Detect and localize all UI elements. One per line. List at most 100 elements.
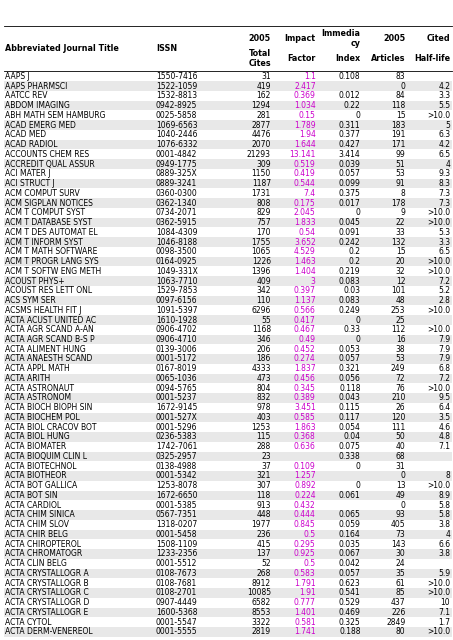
Text: 0001-5237: 0001-5237 bbox=[156, 394, 198, 403]
Text: 236: 236 bbox=[256, 530, 271, 539]
Text: 7.2: 7.2 bbox=[439, 276, 450, 285]
Text: 832: 832 bbox=[256, 394, 271, 403]
Text: 112: 112 bbox=[391, 325, 405, 334]
Text: 0.053: 0.053 bbox=[339, 345, 361, 354]
Text: 1600-5368: 1600-5368 bbox=[156, 608, 198, 617]
Text: 249: 249 bbox=[391, 364, 405, 373]
Text: 2.045: 2.045 bbox=[294, 208, 316, 218]
Text: 0236-5383: 0236-5383 bbox=[156, 433, 198, 442]
Bar bbox=[4, 374, 452, 383]
Text: 0.22: 0.22 bbox=[344, 101, 361, 110]
Text: 7.3: 7.3 bbox=[438, 189, 450, 198]
Bar bbox=[4, 520, 452, 529]
Text: 0.042: 0.042 bbox=[339, 559, 361, 568]
Text: Total
Cites: Total Cites bbox=[248, 49, 271, 68]
Text: 1.741: 1.741 bbox=[294, 627, 316, 636]
Text: Half-life: Half-life bbox=[414, 54, 450, 63]
Text: 0949-1775: 0949-1775 bbox=[156, 159, 198, 168]
Text: 0.529: 0.529 bbox=[339, 598, 361, 607]
Text: 20: 20 bbox=[396, 257, 405, 266]
Text: Impact: Impact bbox=[285, 34, 316, 43]
Text: 0.043: 0.043 bbox=[339, 394, 361, 403]
Text: 4.8: 4.8 bbox=[439, 433, 450, 442]
Text: 0.419: 0.419 bbox=[294, 170, 316, 179]
Bar bbox=[4, 559, 452, 568]
Text: 808: 808 bbox=[256, 198, 271, 207]
Text: 0.427: 0.427 bbox=[339, 140, 361, 149]
Text: ACM T DATABASE SYST: ACM T DATABASE SYST bbox=[5, 218, 92, 227]
Bar bbox=[4, 393, 452, 403]
Text: ACTA CRYSTALLOGR D: ACTA CRYSTALLOGR D bbox=[5, 598, 90, 607]
Text: 1.94: 1.94 bbox=[299, 131, 316, 140]
Text: 6.8: 6.8 bbox=[439, 364, 450, 373]
Text: 4476: 4476 bbox=[251, 131, 271, 140]
Bar bbox=[4, 179, 452, 188]
Text: 0362-5915: 0362-5915 bbox=[156, 218, 198, 227]
Text: 0.338: 0.338 bbox=[339, 452, 361, 461]
Text: 0.519: 0.519 bbox=[294, 159, 316, 168]
Text: 0.375: 0.375 bbox=[339, 189, 361, 198]
Text: ACAD MED: ACAD MED bbox=[5, 131, 47, 140]
Text: 111: 111 bbox=[391, 423, 405, 432]
Text: ACM SIGPLAN NOTICES: ACM SIGPLAN NOTICES bbox=[5, 198, 93, 207]
Text: 0.585: 0.585 bbox=[294, 413, 316, 422]
Text: 0001-527X: 0001-527X bbox=[156, 413, 198, 422]
Bar bbox=[4, 344, 452, 354]
Text: 55: 55 bbox=[261, 316, 271, 324]
Text: ACTA BIOTHEOR: ACTA BIOTHEOR bbox=[5, 472, 67, 481]
Text: 8.9: 8.9 bbox=[439, 491, 450, 500]
Text: 1731: 1731 bbox=[252, 189, 271, 198]
Bar bbox=[4, 81, 452, 91]
Text: 0001-4842: 0001-4842 bbox=[156, 150, 197, 159]
Text: 7.9: 7.9 bbox=[438, 355, 450, 364]
Text: 0.417: 0.417 bbox=[294, 316, 316, 324]
Text: 1253-8078: 1253-8078 bbox=[156, 481, 197, 490]
Text: ACTA BOT SIN: ACTA BOT SIN bbox=[5, 491, 58, 500]
Text: ACTA ACUST UNITED AC: ACTA ACUST UNITED AC bbox=[5, 316, 96, 324]
Text: ACTA CYTOL: ACTA CYTOL bbox=[5, 618, 52, 627]
Text: >10.0: >10.0 bbox=[427, 218, 450, 227]
Text: 0: 0 bbox=[400, 472, 405, 481]
Text: 80: 80 bbox=[396, 627, 405, 636]
Text: 183: 183 bbox=[391, 120, 405, 129]
Text: 7.1: 7.1 bbox=[439, 608, 450, 617]
Text: 829: 829 bbox=[256, 208, 271, 218]
Text: 0.115: 0.115 bbox=[339, 403, 361, 412]
Text: 1069-6563: 1069-6563 bbox=[156, 120, 198, 129]
Text: 40: 40 bbox=[395, 442, 405, 451]
Text: 1040-2446: 1040-2446 bbox=[156, 131, 198, 140]
Text: 25: 25 bbox=[396, 316, 405, 324]
Bar bbox=[4, 540, 452, 549]
Text: 415: 415 bbox=[256, 540, 271, 548]
Text: 0.012: 0.012 bbox=[339, 92, 361, 100]
Text: >10.0: >10.0 bbox=[427, 481, 450, 490]
Text: 0.057: 0.057 bbox=[339, 569, 361, 578]
Text: 0.054: 0.054 bbox=[339, 423, 361, 432]
Bar bbox=[4, 91, 452, 100]
Text: 1672-6650: 1672-6650 bbox=[156, 491, 198, 500]
Text: 52: 52 bbox=[261, 559, 271, 568]
Bar bbox=[4, 383, 452, 393]
Bar bbox=[4, 335, 452, 344]
Text: 85: 85 bbox=[396, 588, 405, 597]
Text: 0.224: 0.224 bbox=[294, 491, 316, 500]
Bar bbox=[4, 413, 452, 422]
Text: 0.108: 0.108 bbox=[339, 72, 361, 81]
Text: 0094-5765: 0094-5765 bbox=[156, 384, 198, 393]
Text: 7.3: 7.3 bbox=[438, 198, 450, 207]
Text: ACAD RADIOL: ACAD RADIOL bbox=[5, 140, 58, 149]
Text: 0.249: 0.249 bbox=[339, 306, 361, 315]
Text: 7.9: 7.9 bbox=[438, 345, 450, 354]
Text: 0108-7681: 0108-7681 bbox=[156, 579, 197, 588]
Text: 1187: 1187 bbox=[252, 179, 271, 188]
Text: 8.3: 8.3 bbox=[439, 179, 450, 188]
Text: ACTA ASTRONAUT: ACTA ASTRONAUT bbox=[5, 384, 74, 393]
Text: 9.5: 9.5 bbox=[438, 394, 450, 403]
Text: ACI MATER J: ACI MATER J bbox=[5, 170, 51, 179]
Text: 0.49: 0.49 bbox=[299, 335, 316, 344]
Bar bbox=[4, 510, 452, 520]
Text: 0.219: 0.219 bbox=[339, 267, 361, 276]
Bar bbox=[4, 159, 452, 169]
Bar bbox=[4, 491, 452, 500]
Text: 1318-0207: 1318-0207 bbox=[156, 520, 197, 529]
